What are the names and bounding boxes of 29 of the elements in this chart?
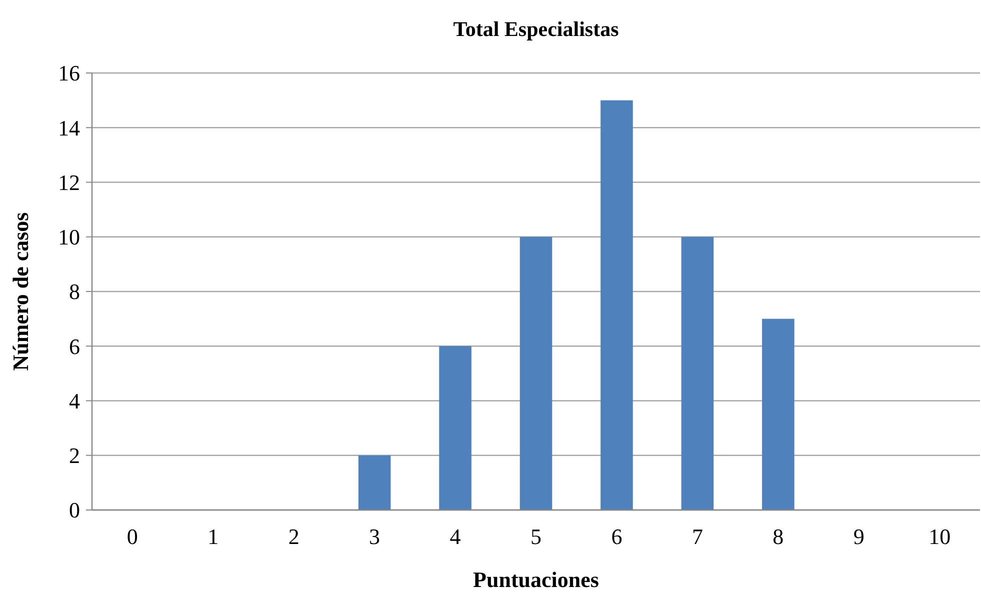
- x-tick-label: 5: [530, 524, 542, 549]
- bar: [681, 236, 714, 510]
- x-tick-label: 3: [369, 524, 380, 549]
- x-tick-label: 4: [450, 524, 461, 549]
- y-tick-label: 0: [69, 498, 80, 523]
- x-tick-label: 0: [126, 524, 138, 549]
- y-axis-title: Número de casos: [8, 212, 33, 371]
- x-tick-label: 8: [772, 524, 784, 549]
- y-tick-label: 14: [58, 115, 80, 140]
- bar: [358, 455, 391, 510]
- y-tick-label: 12: [58, 170, 80, 195]
- bar: [762, 318, 794, 510]
- chart-title: Total Especialistas: [453, 17, 619, 41]
- y-tick-label: 2: [69, 443, 80, 468]
- bar: [520, 236, 552, 510]
- x-axis-title: Puntuaciones: [473, 567, 600, 592]
- x-tick-label: 2: [288, 524, 300, 549]
- y-tick-label: 6: [69, 334, 80, 359]
- y-tick-label: 10: [58, 224, 80, 250]
- x-tick-label: 6: [611, 524, 622, 549]
- y-tick-label: 4: [69, 388, 80, 414]
- y-tick-label: 16: [58, 60, 80, 86]
- x-tick-label: 9: [853, 524, 864, 549]
- x-tick-label: 10: [928, 524, 951, 549]
- x-tick-label: 7: [692, 524, 703, 549]
- y-tick-label: 8: [69, 279, 80, 304]
- bar: [439, 346, 472, 510]
- x-tick-label: 1: [208, 524, 219, 549]
- bar: [600, 100, 633, 510]
